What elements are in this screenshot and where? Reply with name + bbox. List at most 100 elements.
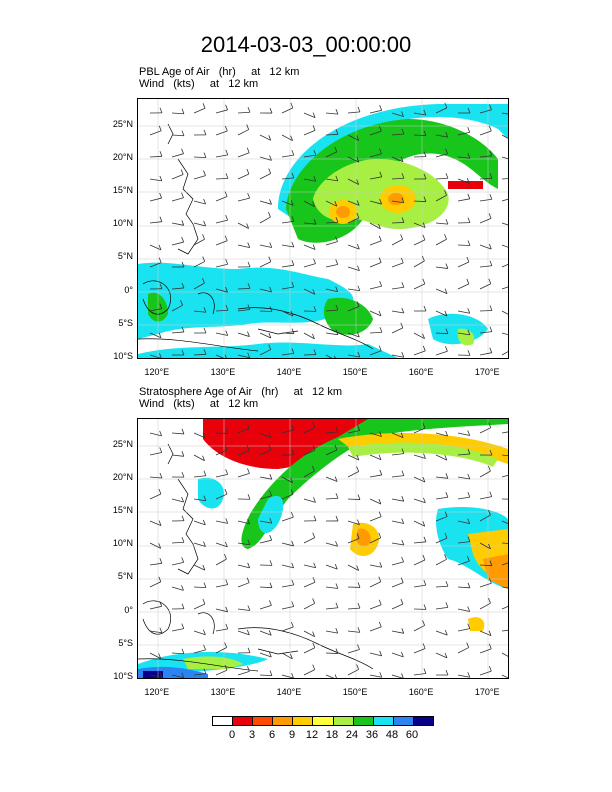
wind-barb <box>435 238 447 246</box>
wind-barb-feather <box>357 425 361 431</box>
wind-barb <box>259 432 272 439</box>
wind-barb-feather <box>181 148 184 154</box>
strat-lon-label: 150°E <box>342 687 368 697</box>
wind-barb-feather <box>290 621 294 628</box>
wind-barb-feather <box>466 256 470 263</box>
colorbar-swatch <box>393 717 414 725</box>
wind-barb <box>281 516 294 522</box>
wind-barb-feather <box>467 329 471 336</box>
wind-barb-feather <box>378 126 382 132</box>
wind-barb-feather <box>202 598 206 605</box>
wind-barb-feather <box>423 668 427 674</box>
wind-barb <box>149 674 162 678</box>
colorbar-swatch <box>293 717 314 725</box>
wind-barb-feather <box>181 585 184 591</box>
wind-barb-feather <box>356 200 360 206</box>
pbl-coastlines <box>138 123 374 352</box>
wind-barb <box>237 173 250 180</box>
wind-barb-feather <box>357 265 360 271</box>
wind-barb <box>479 283 491 290</box>
wind-barb <box>347 266 360 271</box>
wind-barb-feather <box>445 131 449 138</box>
colorbar-swatch <box>333 717 354 725</box>
wind-barb <box>171 432 184 435</box>
wind-barb-feather <box>400 156 404 162</box>
wind-barb-feather <box>401 217 405 223</box>
wind-barb <box>193 353 207 356</box>
wind-barb-feather <box>269 286 272 293</box>
wind-barb <box>325 112 338 115</box>
wind-barb <box>501 652 508 657</box>
wind-barb-feather <box>312 532 316 538</box>
wind-barb-feather <box>356 565 360 571</box>
wind-barb <box>303 263 316 268</box>
wind-barb <box>347 630 360 633</box>
wind-barb <box>237 520 250 525</box>
wind-barb-feather <box>203 470 207 476</box>
wind-barb <box>171 541 185 544</box>
wind-barb <box>413 427 426 434</box>
wind-barb <box>391 453 404 456</box>
wind-barb <box>391 262 404 268</box>
wind-barb-feather <box>378 310 382 317</box>
wind-barb <box>259 200 272 205</box>
wind-barb <box>347 471 359 478</box>
wind-barb <box>479 630 492 637</box>
wind-barb-feather <box>203 198 206 205</box>
wind-barb-feather <box>225 330 229 336</box>
pbl-panel-subtitle: Wind (kts) at 12 km <box>139 78 259 90</box>
wind-barb <box>325 241 338 246</box>
wind-barb-feather <box>225 104 228 110</box>
wind-barb <box>325 542 338 547</box>
wind-barb-feather <box>158 653 162 659</box>
wind-barb-feather <box>379 148 382 154</box>
wind-barb-feather <box>291 328 295 334</box>
wind-barb <box>457 198 470 202</box>
wind-barb <box>369 537 381 544</box>
wind-barb-feather <box>181 451 185 457</box>
wind-barb <box>413 332 425 340</box>
wind-barb <box>171 304 183 312</box>
wind-barb <box>435 585 449 588</box>
wind-barb <box>479 564 493 567</box>
wind-barb <box>171 652 185 655</box>
wind-barb <box>215 628 228 632</box>
wind-barb <box>325 332 338 336</box>
wind-barb <box>149 476 162 479</box>
wind-barb <box>325 431 338 434</box>
wind-barb-feather <box>379 650 383 657</box>
strat-lon-label: 140°E <box>276 687 302 697</box>
wind-barb <box>193 156 207 158</box>
wind-barb <box>215 647 227 654</box>
wind-barb <box>435 537 448 544</box>
wind-barb <box>303 564 316 569</box>
wind-barb-feather <box>423 305 427 312</box>
wind-barb-feather <box>313 349 317 355</box>
wind-barb <box>457 628 470 632</box>
wind-barb-feather <box>489 560 493 566</box>
wind-barb-feather <box>224 444 228 451</box>
wind-barb-feather <box>445 218 449 225</box>
wind-barb <box>281 310 294 317</box>
pbl-lat-label: 15°N <box>112 184 133 195</box>
wind-barb-feather <box>357 644 360 650</box>
wind-barb <box>391 630 404 634</box>
wind-barb <box>237 222 249 229</box>
wind-barb <box>303 288 315 295</box>
colorbar-swatch <box>213 717 234 725</box>
wind-barb <box>149 197 162 202</box>
wind-barb <box>369 200 382 205</box>
wind-barb-feather <box>291 562 295 569</box>
wind-barb-feather <box>269 199 272 205</box>
wind-barb-feather <box>268 211 271 218</box>
wind-barb-feather <box>291 149 295 156</box>
wind-barb-feather <box>335 627 339 634</box>
wind-barb-feather <box>180 169 184 175</box>
wind-barb <box>281 606 294 610</box>
wind-barb-feather <box>268 630 272 636</box>
wind-barb-feather <box>379 672 383 678</box>
wind-barb <box>391 133 404 136</box>
wind-barb <box>193 498 206 502</box>
wind-barb <box>237 608 250 611</box>
wind-barb-feather <box>203 495 207 501</box>
